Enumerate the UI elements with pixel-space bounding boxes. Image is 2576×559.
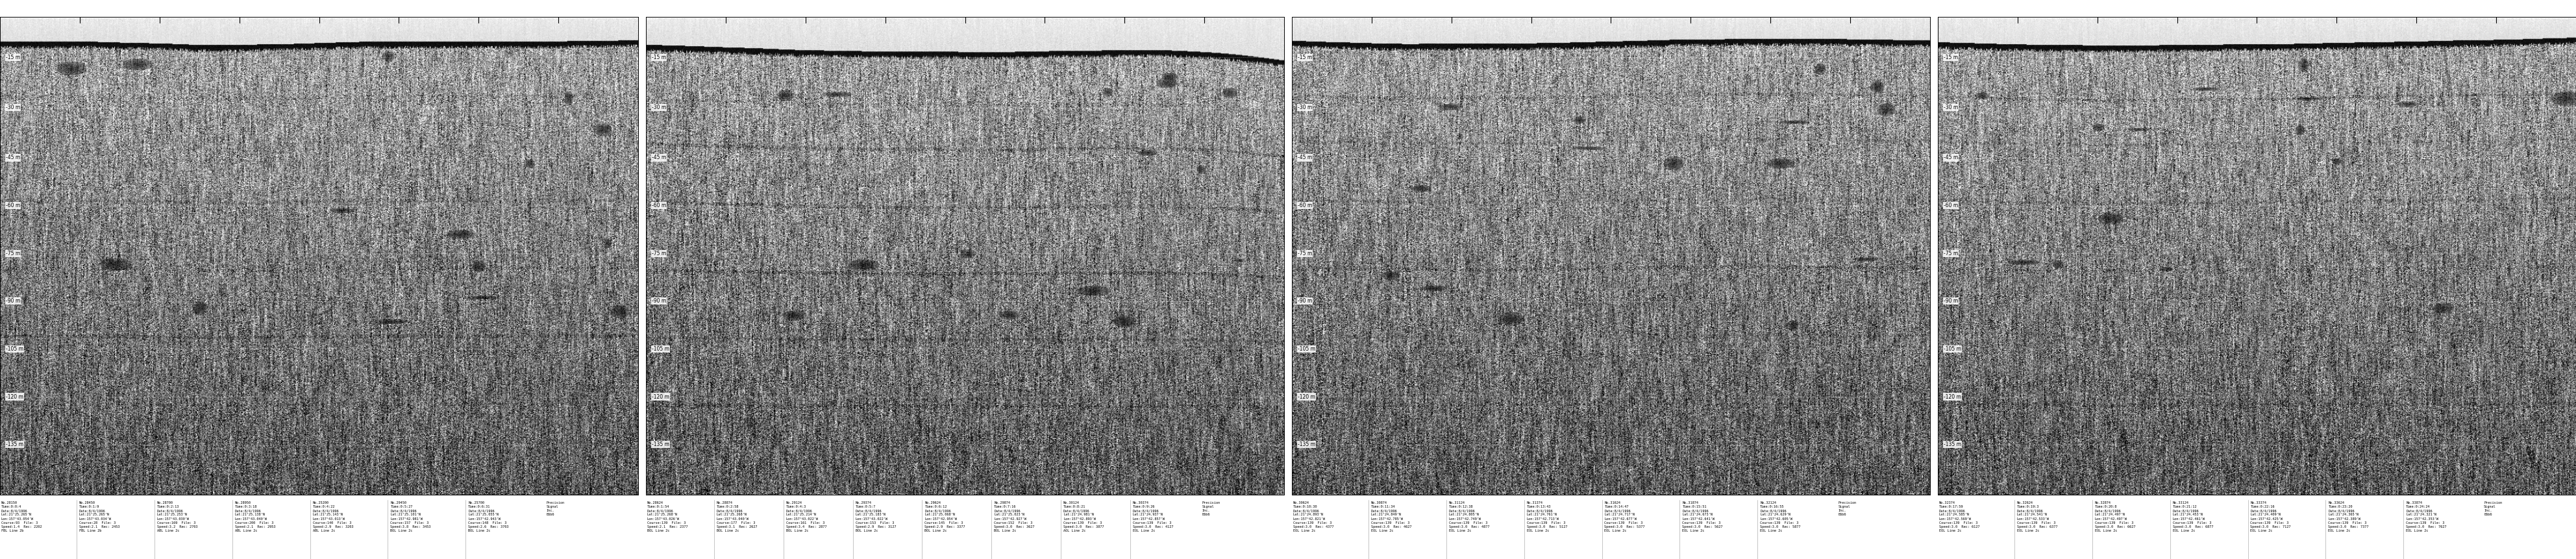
- Text: -30 m: -30 m: [5, 105, 21, 111]
- Text: No.32124
Time:0:16:55
Date:8/4/1996
Lat:21°24.629'N
Lon:157°42.605'W
Course:139 : No.32124 Time:0:16:55 Date:8/4/1996 Lat:…: [1759, 501, 1801, 533]
- Text: No.32874
Time:0:20:8
Date:8/4/1996
Lat:21°24.497'N
Lon:157°42.497'W
Course:139  : No.32874 Time:0:20:8 Date:8/4/1996 Lat:2…: [2094, 501, 2136, 533]
- Text: -60 m: -60 m: [1298, 202, 1311, 209]
- Text: -75 m: -75 m: [1942, 250, 1958, 256]
- Text: No.25200
Time:0:4:22
Date:8/4/1996
Lat:21°25.143'N
Lon:157°43.013'W
Course:140  : No.25200 Time:0:4:22 Date:8/4/1996 Lat:2…: [312, 501, 353, 533]
- Text: No.32374
Time:0:17:59
Date:8/4/1996
Lat:21°24.585'N
Lon:157°42.569'W
Course:139 : No.32374 Time:0:17:59 Date:8/4/1996 Lat:…: [1940, 501, 1978, 533]
- Text: No.31874
Time:0:15:51
Date:8/4/1996
Lat:21°24.673'N
Lon:157°42.641'W
Course:139 : No.31874 Time:0:15:51 Date:8/4/1996 Lat:…: [1682, 501, 1723, 533]
- Text: No.30374
Time:0:9:26
Date:8/4/1996
Lat:21°24.937'N
Lon:157°42.857'W
Course:139  : No.30374 Time:0:9:26 Date:8/4/1996 Lat:2…: [1133, 501, 1175, 533]
- Text: Precision
Signal
Inc.
E6b6: Precision Signal Inc. E6b6: [1837, 501, 1857, 517]
- Text: -30 m: -30 m: [1942, 105, 1958, 111]
- Text: No.29874
Time:0:7:16
Date:8/4/1996
Lat:21°25.023'N
Lon:157°42.927'W
Course:152  : No.29874 Time:0:7:16 Date:8/4/1996 Lat:2…: [994, 501, 1036, 533]
- Text: No.28950
Time:0:3:18
Date:8/4/1996
Lat:21°25.138'N
Lon:157°43.040'W
Course:200  : No.28950 Time:0:3:18 Date:8/4/1996 Lat:2…: [234, 501, 276, 533]
- Text: -105 m: -105 m: [1298, 346, 1316, 352]
- Text: -15 m: -15 m: [1942, 54, 1958, 60]
- Text: No.29624
Time:0:6:12
Date:8/4/1996
Lat:21°25.068'N
Lon:157°42.954'W
Course:145  : No.29624 Time:0:6:12 Date:8/4/1996 Lat:2…: [925, 501, 966, 533]
- Text: -75 m: -75 m: [5, 250, 21, 256]
- Text: No.33374
Time:0:22:16
Date:8/4/1996
Lat:21°24.409'N
Lon:157°42.425'W
Course:139 : No.33374 Time:0:22:16 Date:8/4/1996 Lat:…: [2251, 501, 2290, 533]
- Text: -120 m: -120 m: [652, 394, 670, 400]
- Text: No.33874
Time:0:24:24
Date:8/4/1996
Lat:21°24.321'N
Lon:157°42.353'W
Course:139 : No.33874 Time:0:24:24 Date:8/4/1996 Lat:…: [2406, 501, 2447, 533]
- Text: -30 m: -30 m: [1298, 105, 1311, 111]
- Text: -135 m: -135 m: [1942, 442, 1960, 447]
- Text: -60 m: -60 m: [1942, 202, 1958, 209]
- Text: -75 m: -75 m: [1298, 250, 1311, 256]
- Text: No.29124
Time:0:4:3
Date:8/4/1996
Lat:21°25.214'N
Lon:157°43.022'W
Course:161  F: No.29124 Time:0:4:3 Date:8/4/1996 Lat:21…: [786, 501, 827, 533]
- Text: No.28624
Time:0:1:54
Date:8/4/1996
Lat:21°25.268'N
Lon:157°43.026'W
Course:139  : No.28624 Time:0:1:54 Date:8/4/1996 Lat:2…: [647, 501, 688, 533]
- Text: No.33124
Time:0:21:12
Date:8/4/1996
Lat:21°24.453'N
Lon:157°42.461'W
Course:139 : No.33124 Time:0:21:12 Date:8/4/1996 Lat:…: [2172, 501, 2213, 533]
- Text: -45 m: -45 m: [1942, 155, 1958, 160]
- Text: -120 m: -120 m: [5, 394, 23, 400]
- Text: -15 m: -15 m: [652, 54, 667, 60]
- Text: No.31624
Time:0:14:47
Date:8/4/1996
Lat:21°24.717'N
Lon:157°42.677'W
Course:139 : No.31624 Time:0:14:47 Date:8/4/1996 Lat:…: [1605, 501, 1646, 533]
- Text: -135 m: -135 m: [5, 442, 23, 447]
- Text: -30 m: -30 m: [652, 105, 667, 111]
- Text: No.30874
Time:0:11:34
Date:8/4/1996
Lat:21°24.849'N
Lon:157°42.785'W
Course:139 : No.30874 Time:0:11:34 Date:8/4/1996 Lat:…: [1370, 501, 1412, 533]
- Text: -90 m: -90 m: [652, 298, 667, 304]
- Text: Precision
Signal
Inc.
E6b6: Precision Signal Inc. E6b6: [546, 501, 564, 517]
- Text: No.28700
Time:0:2:13
Date:8/4/1996
Lat:21°25.253'N
Lon:157°43.030'W
Course:169  : No.28700 Time:0:2:13 Date:8/4/1996 Lat:2…: [157, 501, 198, 533]
- Text: -60 m: -60 m: [652, 202, 667, 209]
- Text: No.31374
Time:0:13:43
Date:8/4/1996
Lat:21°24.761'N
Lon:157°42.713'W
Course:139 : No.31374 Time:0:13:43 Date:8/4/1996 Lat:…: [1528, 501, 1566, 533]
- Text: No.29374
Time:0:5:7
Date:8/4/1996
Lat:21°25.183'N
Lon:157°43.022'W
Course:153  F: No.29374 Time:0:5:7 Date:8/4/1996 Lat:21…: [855, 501, 896, 533]
- Text: Precision
Signal
Inc.
E6b6: Precision Signal Inc. E6b6: [1203, 501, 1221, 517]
- Text: -60 m: -60 m: [5, 202, 21, 209]
- Text: No.28150
Time:0:0:4
Date:8/4/1996
Lat:21°25.265'N
Lon:157°43.054'W
Course:93  Fi: No.28150 Time:0:0:4 Date:8/4/1996 Lat:21…: [0, 501, 41, 533]
- Text: Precision
Signal
Inc.
E6b6: Precision Signal Inc. E6b6: [2483, 501, 2501, 517]
- Text: No.33624
Time:0:23:20
Date:8/4/1996
Lat:21°24.365'N
Lon:157°42.389'W
Course:139 : No.33624 Time:0:23:20 Date:8/4/1996 Lat:…: [2329, 501, 2370, 533]
- Text: No.32624
Time:0:19:3
Date:8/4/1996
Lat:21°24.541'N
Lon:157°42.533'W
Course:139  : No.32624 Time:0:19:3 Date:8/4/1996 Lat:2…: [2017, 501, 2058, 533]
- Text: -45 m: -45 m: [5, 155, 21, 160]
- Text: -15 m: -15 m: [1298, 54, 1311, 60]
- Text: -45 m: -45 m: [1298, 155, 1311, 160]
- Text: -135 m: -135 m: [1298, 442, 1316, 447]
- Text: -120 m: -120 m: [1942, 394, 1960, 400]
- Text: -105 m: -105 m: [1942, 346, 1960, 352]
- Text: No.30124
Time:0:8:21
Date:8/4/1996
Lat:21°24.981'N
Lon:157°42.893'W
Course:139  : No.30124 Time:0:8:21 Date:8/4/1996 Lat:2…: [1064, 501, 1105, 533]
- Text: No.28450
Time:0:1:9
Date:8/4/1996
Lat:21°25.265'N
Lon:157°43.034'W
Course:28  Fi: No.28450 Time:0:1:9 Date:8/4/1996 Lat:21…: [80, 501, 118, 533]
- Text: No.25700
Time:0:6:31
Date:8/4/1996
Lat:21°25.055'N
Lon:157°42.943'W
Course:148  : No.25700 Time:0:6:31 Date:8/4/1996 Lat:2…: [469, 501, 510, 533]
- Text: -105 m: -105 m: [652, 346, 670, 352]
- Text: -90 m: -90 m: [1942, 298, 1958, 304]
- Text: -135 m: -135 m: [652, 442, 670, 447]
- Text: -90 m: -90 m: [1298, 298, 1311, 304]
- Text: -120 m: -120 m: [1298, 394, 1314, 400]
- Text: No.31124
Time:0:12:38
Date:8/4/1996
Lat:21°24.805'N
Lon:157°42.749'W
Course:139 : No.31124 Time:0:12:38 Date:8/4/1996 Lat:…: [1448, 501, 1489, 533]
- Text: -45 m: -45 m: [652, 155, 667, 160]
- Text: No.29450
Time:0:5:27
Date:8/4/1996
Lat:21°25.101'N
Lon:157°42.981'W
Course:157  : No.29450 Time:0:5:27 Date:8/4/1996 Lat:2…: [392, 501, 430, 533]
- Text: No.28874
Time:0:2:58
Date:8/4/1996
Lat:21°25.268'N
Lon:157°43.040'W
Course:177  : No.28874 Time:0:2:58 Date:8/4/1996 Lat:2…: [716, 501, 757, 533]
- Text: -75 m: -75 m: [652, 250, 667, 256]
- Text: -90 m: -90 m: [5, 298, 21, 304]
- Text: -105 m: -105 m: [5, 346, 23, 352]
- Text: No.30624
Time:0:10:30
Date:8/4/1996
Lat:21°24.893'N
Lon:157°42.821'W
Course:139 : No.30624 Time:0:10:30 Date:8/4/1996 Lat:…: [1293, 501, 1334, 533]
- Text: -15 m: -15 m: [5, 54, 21, 60]
